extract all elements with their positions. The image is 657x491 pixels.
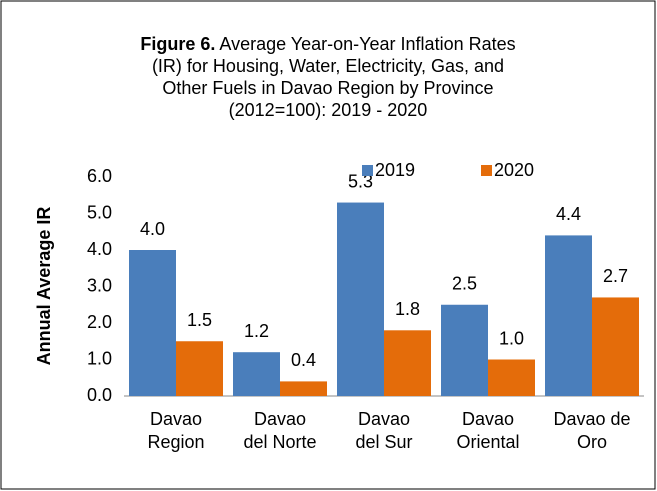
y-tick-label: 4.0 [87,239,112,259]
bar [129,250,176,396]
y-tick-label: 6.0 [87,166,112,186]
y-tick-label: 2.0 [87,312,112,332]
y-tick-label: 1.0 [87,348,112,368]
x-tick-label: Davao [254,409,306,429]
y-tick-label: 3.0 [87,275,112,295]
title-line: (2012=100): 2019 - 2020 [229,100,428,120]
value-label: 2.7 [603,266,628,286]
x-tick-label: Davao [150,409,202,429]
value-label: 1.8 [395,299,420,319]
value-label: 2.5 [452,274,477,294]
legend-label: 2019 [375,160,415,180]
value-label: 4.4 [556,204,581,224]
bar [337,202,384,396]
figure-label: Figure 6. [140,34,215,54]
x-tick-label: Davao de [553,409,630,429]
bar [384,330,431,396]
x-tick-label: Oro [577,432,607,452]
x-tick-label: Oriental [456,432,519,452]
legend-swatch [362,165,373,176]
title-line: Average Year-on-Year Inflation Rates [219,34,515,54]
chart-title: Figure 6. Average Year-on-Year Inflation… [140,34,515,54]
legend-swatch [481,165,492,176]
legend-label: 2020 [494,160,534,180]
value-label: 4.0 [140,219,165,239]
value-label: 1.2 [244,321,269,341]
title-line: Other Fuels in Davao Region by Province [162,78,493,98]
bar [233,352,280,396]
y-tick-label: 5.0 [87,202,112,222]
bar [488,359,535,396]
value-label: 1.0 [499,328,524,348]
x-tick-label: del Sur [355,432,412,452]
value-label: 0.4 [291,350,316,370]
bar [176,341,223,396]
bar [280,381,327,396]
x-tick-label: del Norte [243,432,316,452]
value-label: 1.5 [187,310,212,330]
x-tick-label: Region [147,432,204,452]
y-axis-label: Annual Average IR [34,207,54,366]
bar [592,297,639,396]
y-tick-label: 0.0 [87,385,112,405]
bar [441,304,488,396]
value-label: 5.3 [348,171,373,191]
x-tick-label: Davao [358,409,410,429]
title-line: (IR) for Housing, Water, Electricity, Ga… [152,56,504,76]
bar [545,235,592,396]
x-tick-label: Davao [462,409,514,429]
